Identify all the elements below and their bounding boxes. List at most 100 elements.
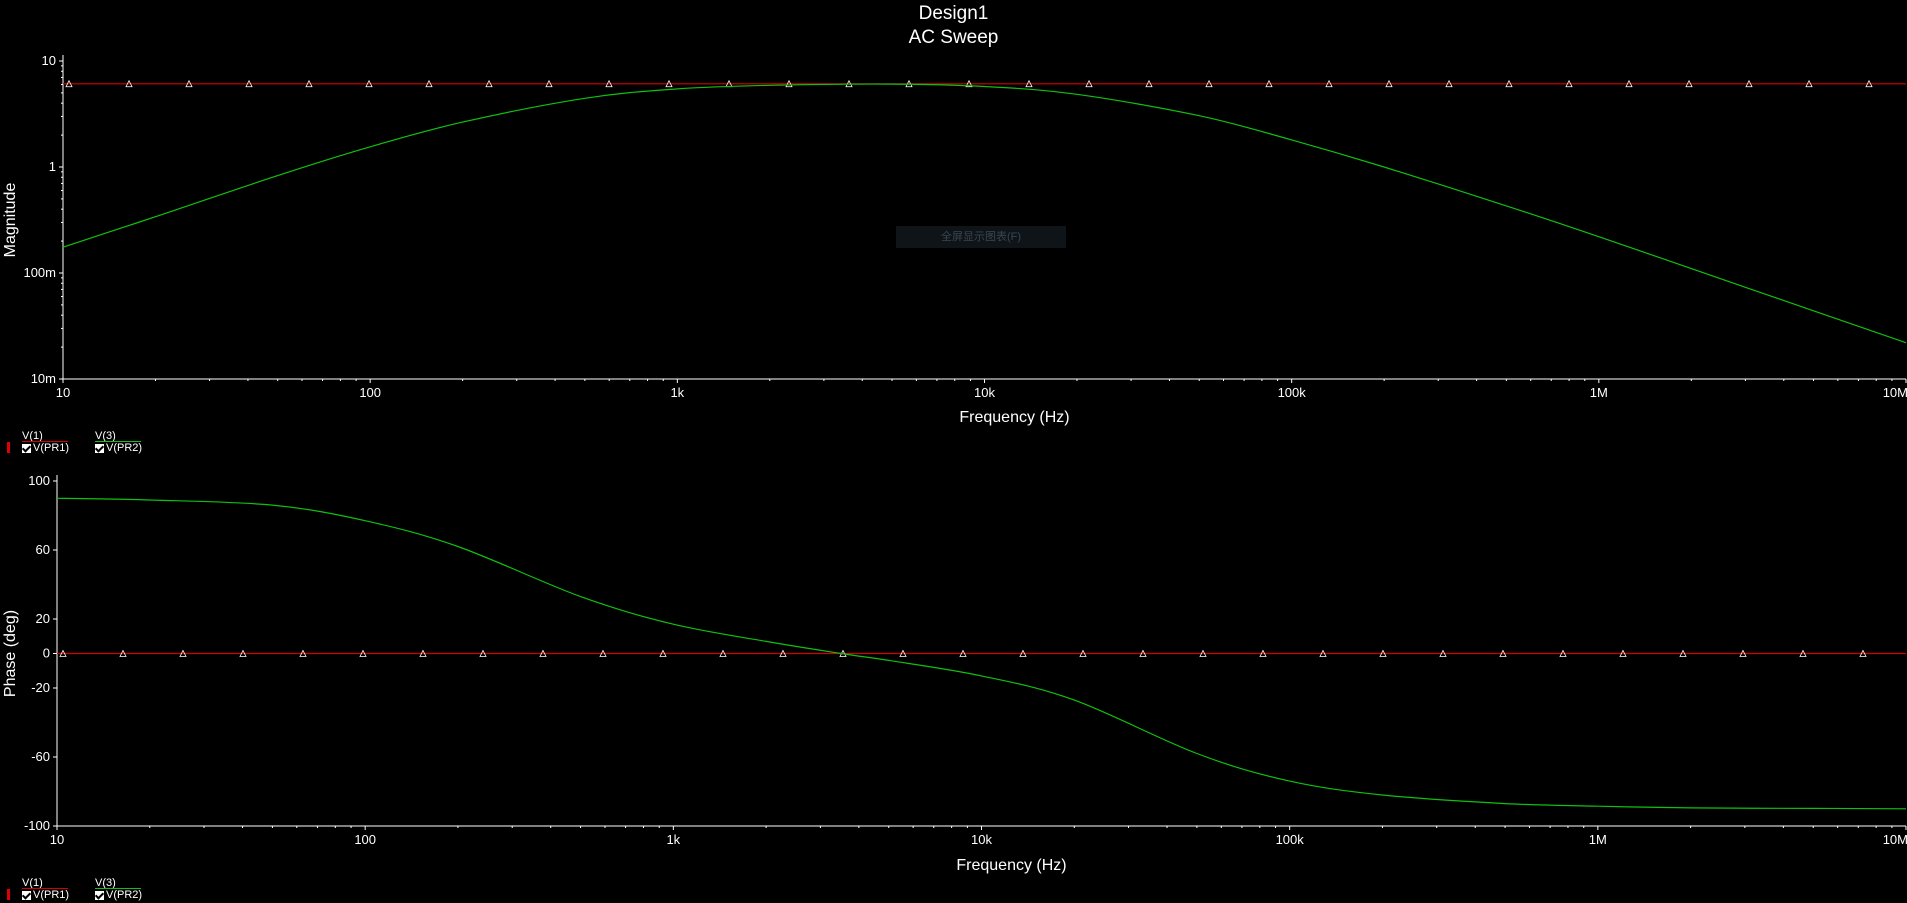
series-marker-1	[779, 649, 787, 657]
x-tick-label-0-2: 1k	[670, 385, 684, 400]
series-marker-1	[1139, 649, 1147, 657]
legend-item-2[interactable]: V(3) V(PR2)	[95, 877, 155, 901]
legend-checkbox[interactable]	[95, 890, 104, 900]
series-marker-0	[305, 79, 313, 88]
chart-title-block: Design1 AC Sweep	[0, 2, 1907, 50]
series-marker-0	[1145, 79, 1153, 88]
legend-probe-name: V(PR2)	[106, 889, 143, 901]
x-tick-label-0-1: 100	[359, 385, 381, 400]
series-marker-1	[1859, 649, 1867, 657]
chart-subtitle: AC Sweep	[908, 27, 999, 48]
legend-active-marker	[7, 442, 10, 453]
series-marker-1	[899, 649, 907, 657]
legend-swatch	[22, 888, 68, 889]
series-marker-1	[1259, 649, 1267, 657]
y-tick-label-1-3: 0	[43, 646, 50, 661]
legend-item-1[interactable]: V(1) V(PR1)	[22, 430, 82, 454]
series-marker-0	[1805, 79, 1813, 88]
x-tick-label-1-6: 10M	[1883, 832, 1907, 847]
series-marker-1	[1379, 649, 1387, 657]
x-tick-label-1-5: 1M	[1589, 832, 1607, 847]
legend-active-marker	[7, 889, 10, 900]
fullscreen-tooltip: 全屏显示图表(F)	[896, 226, 1066, 248]
series-marker-1	[1799, 649, 1807, 657]
series-marker-0	[605, 79, 613, 88]
series-marker-1	[659, 649, 667, 657]
y-tick-label-1-1: 60	[36, 542, 50, 557]
series-marker-1	[59, 649, 67, 657]
series-marker-1	[239, 649, 247, 657]
legend-series-name: V(1)	[22, 430, 43, 442]
series-marker-1	[1559, 649, 1567, 657]
x-tick-label-0-3: 10k	[974, 385, 995, 400]
legend-checkbox[interactable]	[22, 443, 31, 453]
legend-probe-name: V(PR1)	[33, 889, 70, 901]
series-marker-0	[1685, 79, 1693, 88]
legend-checkbox[interactable]	[22, 890, 31, 900]
series-marker-1	[179, 649, 187, 657]
x-tick-label-1-4: 100k	[1276, 832, 1305, 847]
series-marker-1	[1739, 649, 1747, 657]
y-tick-label-1-0: 100	[28, 473, 50, 488]
series-marker-1	[719, 649, 727, 657]
y-tick-label-1-4: -20	[31, 680, 50, 695]
series-marker-0	[1445, 79, 1453, 88]
series-marker-1	[1019, 649, 1027, 657]
y-tick-label-0-3: 10m	[31, 371, 56, 386]
series-marker-0	[425, 79, 433, 88]
legend-probe-name: V(PR2)	[106, 442, 143, 454]
series-marker-1	[119, 649, 127, 657]
series-marker-1	[599, 649, 607, 657]
legend-probe-name: V(PR1)	[33, 442, 70, 454]
series-marker-0	[245, 79, 253, 88]
x-tick-label-0-0: 10	[56, 385, 70, 400]
chart-title: Design1	[918, 3, 989, 24]
x-tick-label-0-4: 100k	[1278, 385, 1307, 400]
legend-item-2[interactable]: V(3) V(PR2)	[95, 430, 155, 454]
legend-series-name: V(1)	[22, 877, 43, 889]
series-marker-1	[419, 649, 427, 657]
y-tick-label-1-6: -100	[24, 818, 50, 833]
y-tick-label-0-1: 1	[49, 159, 56, 174]
series-marker-0	[125, 79, 133, 88]
series-marker-1	[359, 649, 367, 657]
series-marker-0	[1505, 79, 1513, 88]
x-tick-label-1-2: 1k	[666, 832, 680, 847]
x-tick-label-0-6: 10M	[1883, 385, 1907, 400]
series-line-vpr2-1	[56, 497, 1907, 810]
series-marker-1	[1499, 649, 1507, 657]
x-tick-label-1-0: 10	[50, 832, 64, 847]
series-marker-0	[65, 79, 73, 88]
series-marker-0	[1565, 79, 1573, 88]
legend-series-name: V(3)	[95, 877, 116, 889]
series-marker-0	[1865, 79, 1873, 88]
legend-checkbox[interactable]	[95, 443, 104, 453]
y-axis-label-0: Magnitude	[2, 183, 19, 258]
series-marker-0	[665, 79, 673, 88]
series-marker-1	[1079, 649, 1087, 657]
legend-swatch	[22, 441, 68, 442]
series-marker-1	[959, 649, 967, 657]
x-tick-label-1-3: 10k	[971, 832, 992, 847]
legend-swatch	[95, 888, 141, 889]
series-marker-0	[1025, 79, 1033, 88]
series-marker-0	[185, 79, 193, 88]
legend-series-name: V(3)	[95, 430, 116, 442]
series-marker-0	[1745, 79, 1753, 88]
series-marker-0	[485, 79, 493, 88]
series-marker-1	[1439, 649, 1447, 657]
legend-item-1[interactable]: V(1) V(PR1)	[22, 877, 82, 901]
y-tick-label-0-2: 100m	[23, 265, 56, 280]
series-marker-1	[299, 649, 307, 657]
x-axis-label-0: Frequency (Hz)	[959, 409, 1069, 426]
series-marker-0	[965, 79, 973, 88]
y-axis-label-1: Phase (deg)	[2, 610, 19, 697]
series-marker-0	[1325, 79, 1333, 88]
series-marker-1	[479, 649, 487, 657]
series-marker-0	[785, 79, 793, 88]
series-marker-0	[365, 79, 373, 88]
x-tick-label-1-1: 100	[354, 832, 376, 847]
series-marker-0	[1085, 79, 1093, 88]
y-tick-label-0-0: 10	[42, 53, 56, 68]
